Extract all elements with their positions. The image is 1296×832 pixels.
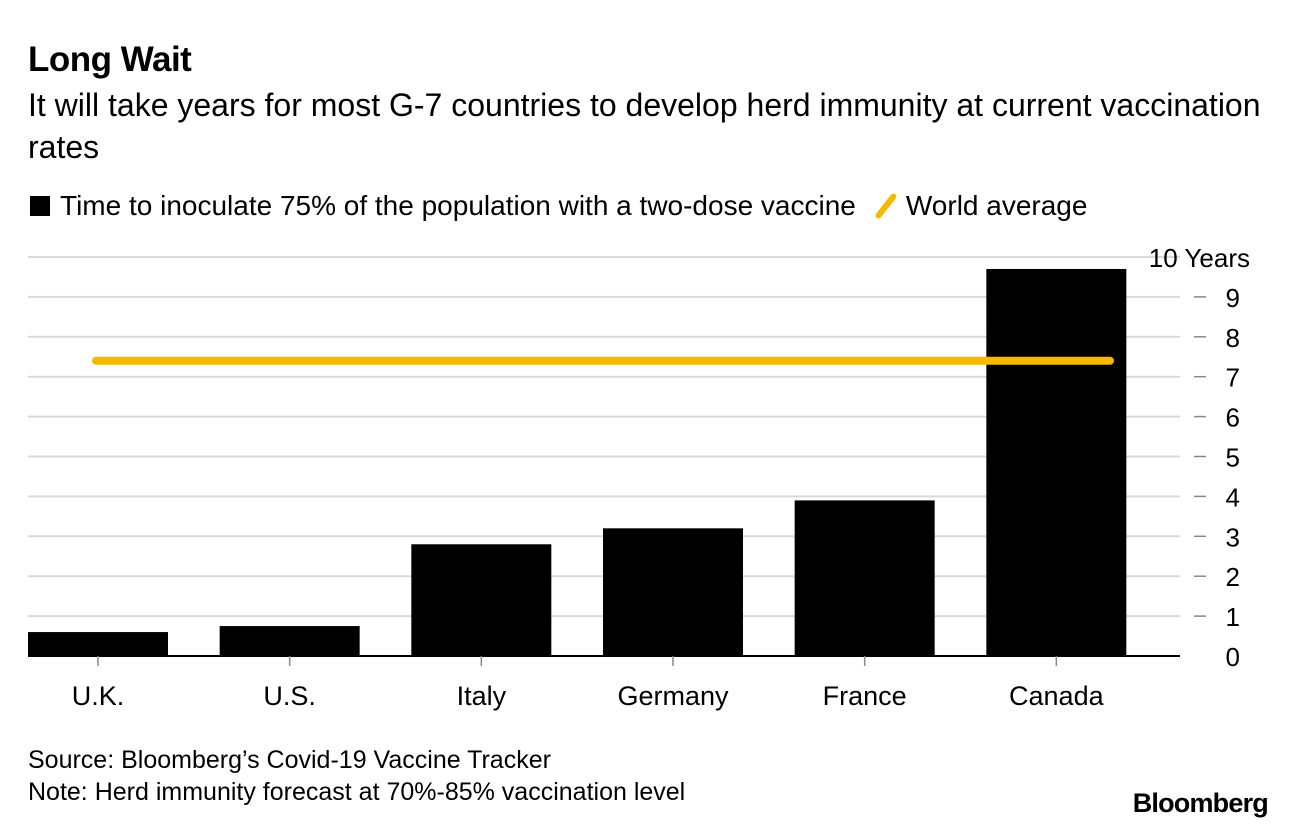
chart-title: Long Wait [28, 40, 192, 79]
x-tick-label: U.S. [263, 681, 316, 711]
bar-canada [986, 268, 1127, 656]
y-tick-label: 3 [1226, 522, 1240, 552]
legend-bar-label: Time to inoculate 75% of the population … [60, 190, 856, 221]
footnote: Note: Herd immunity forecast at 70%-85% … [28, 778, 686, 806]
y-tick-label: 8 [1226, 323, 1240, 353]
bar-germany [603, 528, 743, 656]
y-tick-label: 10 Years [1149, 243, 1250, 273]
y-tick-label: 4 [1226, 482, 1240, 512]
x-tick-label: France [823, 681, 907, 711]
source-note: Source: Bloomberg’s Covid-19 Vaccine Tra… [28, 746, 551, 774]
bar-uk [28, 632, 168, 656]
y-tick-label: 0 [1226, 642, 1240, 672]
y-tick-label: 6 [1226, 403, 1240, 433]
x-tick-label: Italy [457, 681, 507, 711]
legend-bar-swatch [30, 196, 50, 216]
y-tick-label: 5 [1226, 443, 1240, 473]
legend: Time to inoculate 75% of the population … [30, 188, 1087, 224]
x-tick-label: Germany [617, 681, 729, 711]
chart-subtitle: It will take years for most G-7 countrie… [28, 87, 1261, 165]
bar-france [794, 500, 935, 656]
y-tick-label: 1 [1226, 602, 1240, 632]
y-tick-label: 2 [1226, 562, 1240, 592]
bloomberg-logo: Bloomberg [1132, 788, 1269, 818]
legend-line-label: World average [905, 190, 1088, 221]
x-tick-label: U.K. [72, 681, 125, 711]
x-tick-label: Canada [1009, 681, 1105, 711]
bar-us [219, 626, 360, 656]
y-tick-label: 7 [1226, 363, 1240, 393]
y-tick-label: 9 [1226, 283, 1240, 313]
bar-italy [411, 544, 552, 656]
